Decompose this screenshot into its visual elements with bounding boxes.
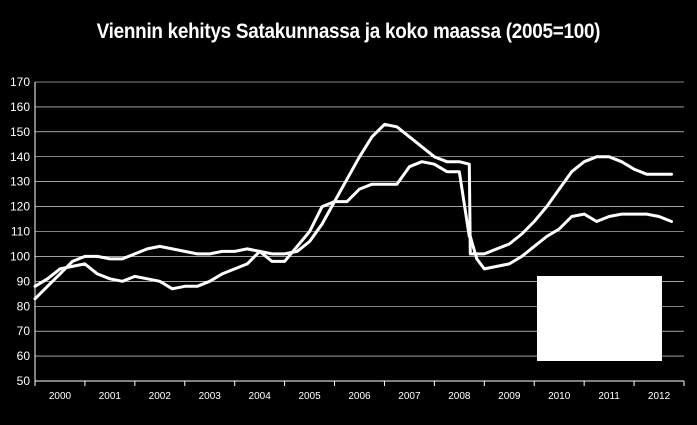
x-tick-label: 2005 — [298, 391, 321, 402]
y-tick-label: 170 — [10, 75, 30, 89]
x-tick-label: 2010 — [548, 391, 571, 402]
x-tick-label: 2007 — [398, 391, 421, 402]
chart-title: Viennin kehitys Satakunnassa ja koko maa… — [96, 20, 601, 43]
x-tick-label: 2012 — [648, 391, 671, 402]
y-tick-labels: 50 60 70 80 90 100 110 120 130 140 150 160 170 — [10, 75, 30, 388]
x-tick-label: 2011 — [598, 391, 620, 402]
y-tick-label: 120 — [10, 200, 30, 214]
y-tick-label: 50 — [17, 374, 31, 388]
series-line-2 — [33, 122, 673, 301]
series-line-1 — [33, 160, 673, 291]
axes — [34, 82, 685, 386]
x-tick-label: 2000 — [49, 391, 72, 402]
x-tick-label: 2008 — [448, 391, 471, 402]
y-tick-label: 100 — [10, 249, 30, 263]
x-tick-label: 2002 — [149, 391, 172, 402]
y-tick-label: 80 — [17, 299, 31, 313]
x-tick-labels: 2000 2001 2002 2003 2004 2005 2006 2007 2008 2009… — [49, 391, 671, 402]
x-tick-label: 2006 — [348, 391, 371, 402]
y-tick-label: 150 — [10, 125, 30, 139]
y-tick-label: 140 — [10, 150, 30, 164]
x-tick-label: 2001 — [99, 391, 122, 402]
series-lines — [33, 122, 673, 301]
y-tick-label: 110 — [11, 225, 30, 239]
y-tick-label: 90 — [17, 274, 31, 288]
white-box-overlay — [537, 276, 662, 361]
y-tick-label: 130 — [10, 175, 30, 189]
y-tick-label: 160 — [10, 100, 30, 114]
x-tick-label: 2009 — [498, 391, 521, 402]
y-tick-label: 70 — [17, 324, 31, 338]
y-tick-label: 60 — [17, 349, 31, 363]
x-tick-label: 2004 — [249, 391, 272, 402]
x-tick-label: 2003 — [199, 391, 222, 402]
